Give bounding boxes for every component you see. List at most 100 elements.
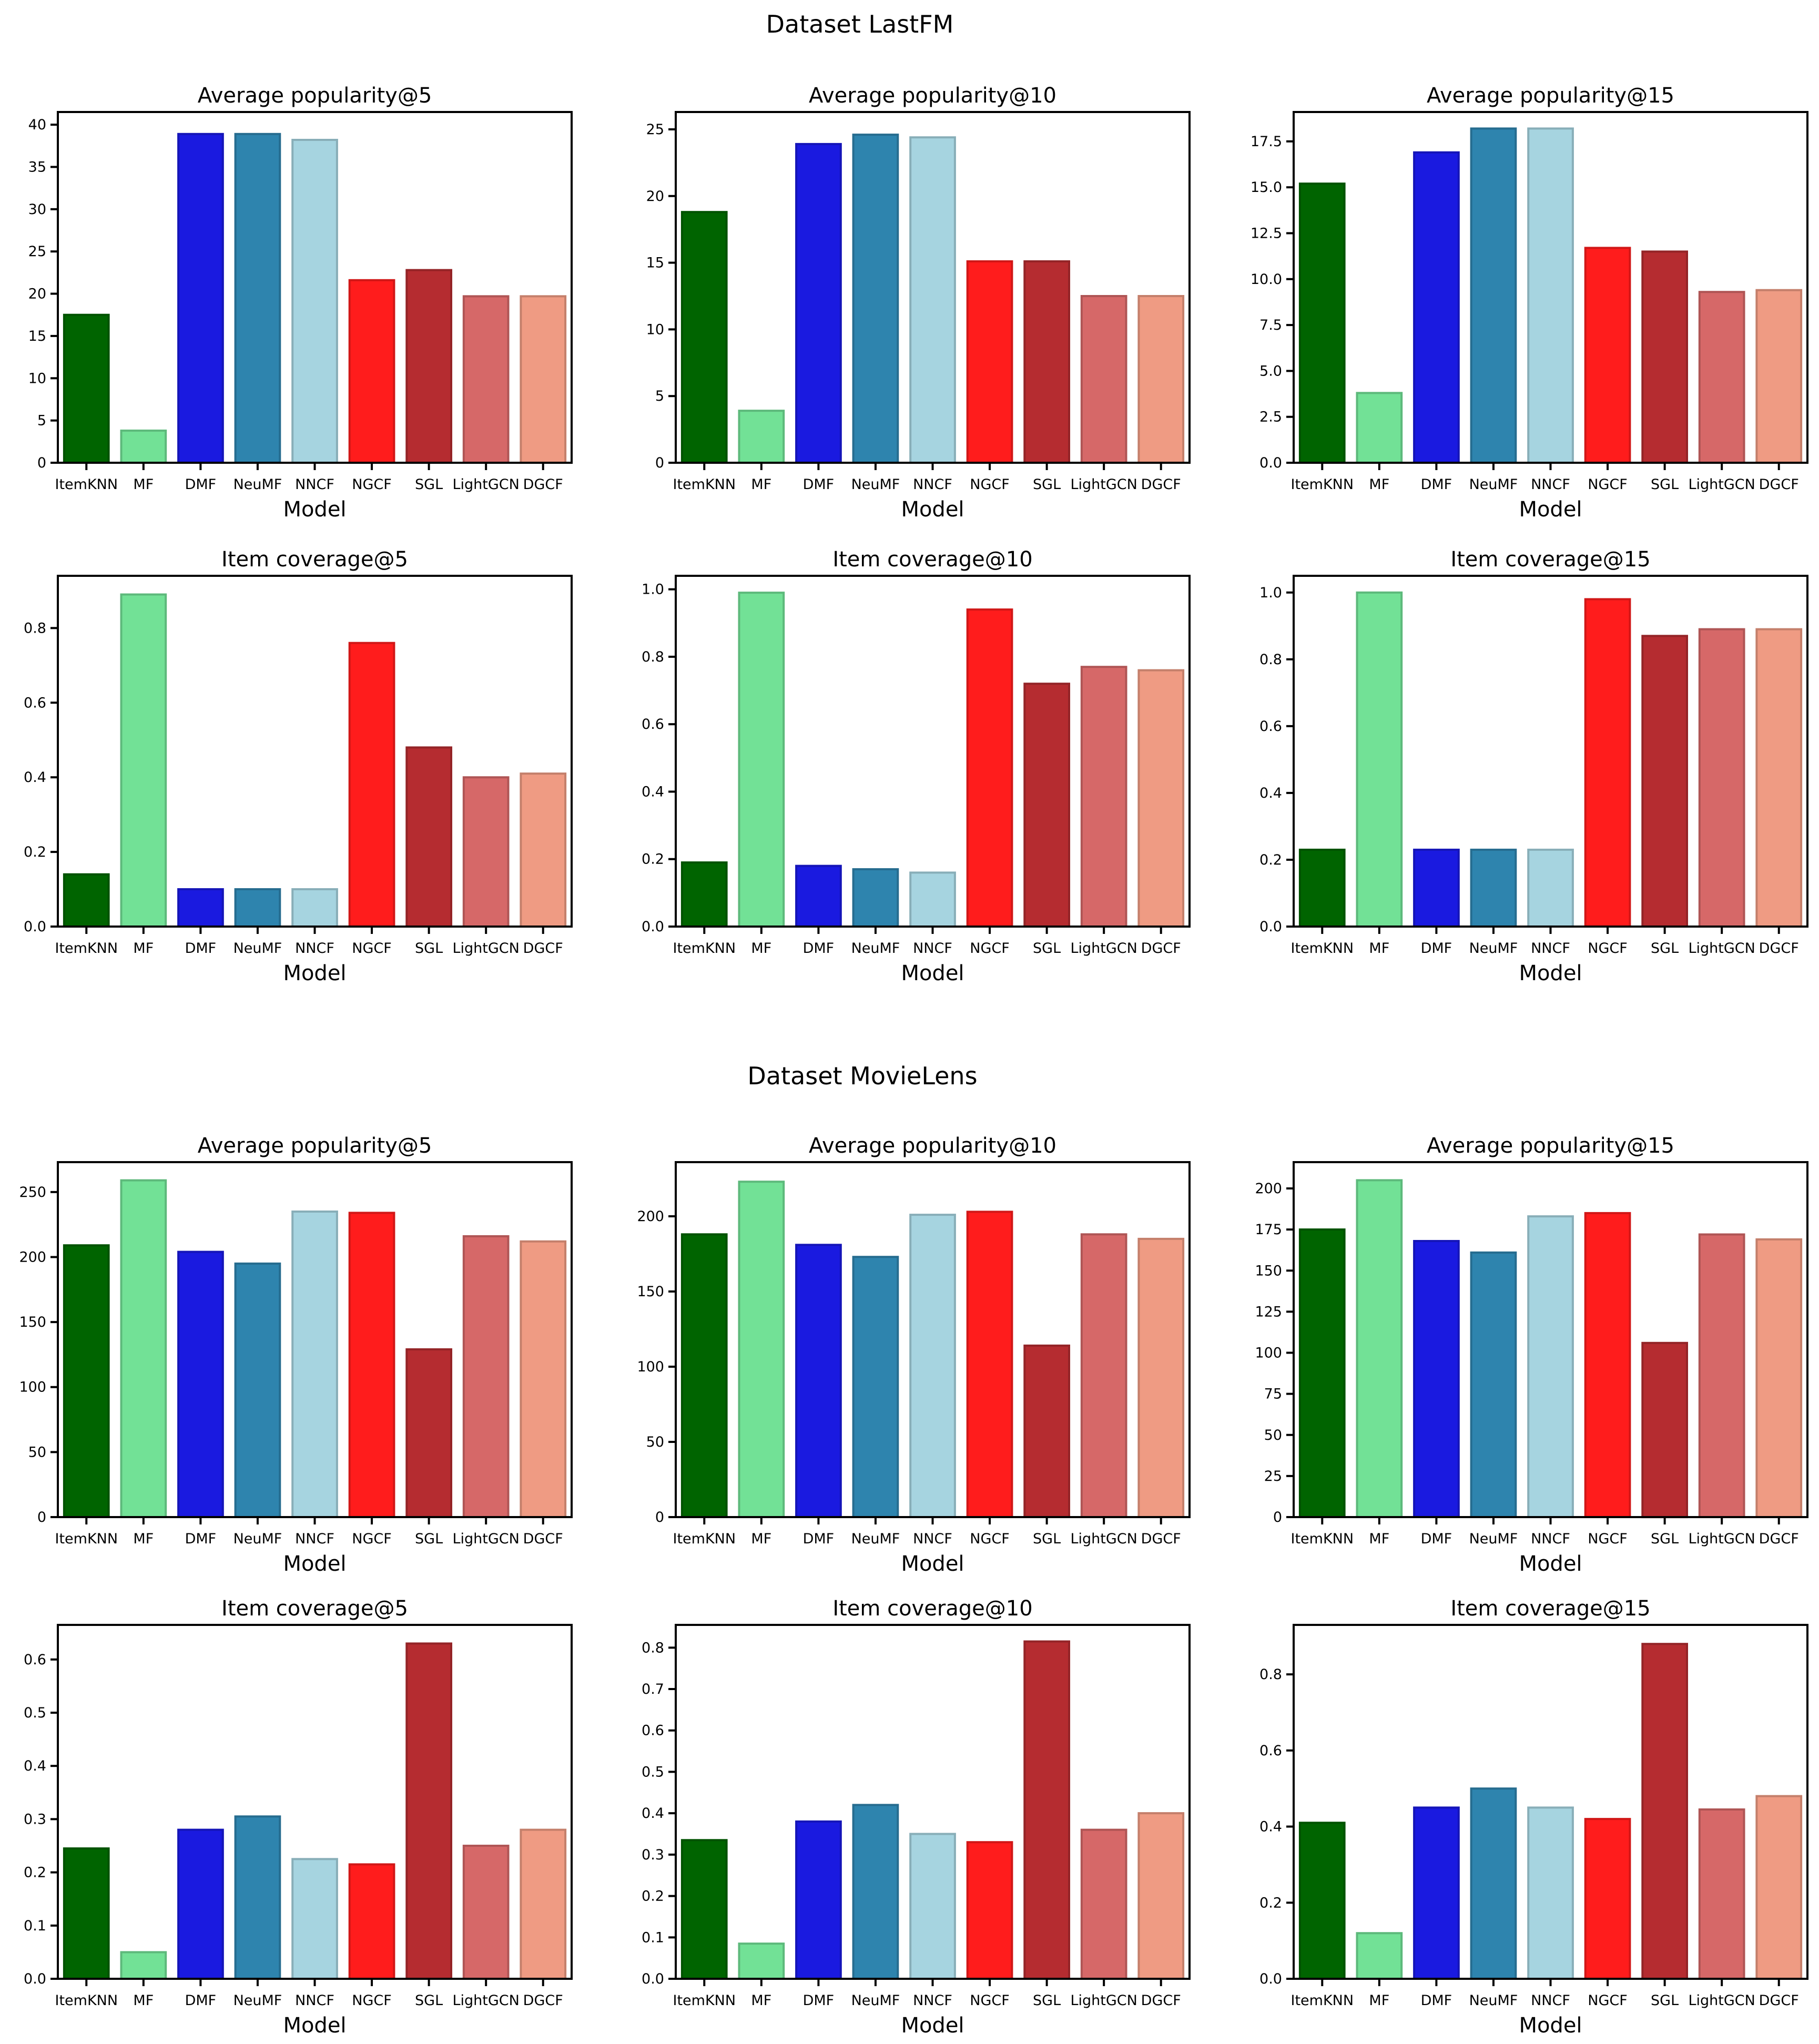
bar-mf (120, 1951, 167, 1980)
bar-lightgcn (1080, 295, 1127, 464)
bar-sgl (1641, 635, 1689, 928)
bar-dmf (177, 133, 224, 464)
x-axis-label: Model (901, 961, 964, 985)
x-tick-label-lightgcn: LightGCN (452, 476, 519, 493)
bar-neumf (852, 1256, 899, 1518)
bar-mf (1356, 1932, 1403, 1980)
x-axis-label: Model (283, 961, 346, 985)
x-tick-label-neumf: NeuMF (233, 476, 282, 493)
x-axis-label: Model (1519, 1552, 1582, 1576)
x-tick-label-mf: MF (1369, 940, 1389, 957)
y-tick-label: 0.1 (24, 1918, 46, 1934)
bar-mf (738, 410, 785, 464)
bar-neumf (1470, 1787, 1517, 1980)
x-tick-label-dmf: DMF (185, 1992, 217, 2009)
dataset-title-movielens: Dataset MovieLens (747, 1062, 977, 1090)
chart-dataset-lastfm-average-popularity-5: Average popularity@5 0 5 10 15 20 25 30 35 40 Item… (28, 84, 573, 522)
x-tick-label-dmf: DMF (1421, 1992, 1452, 2009)
bar-nncf (1527, 848, 1574, 928)
x-tick-label-dmf: DMF (185, 476, 217, 493)
bar-nncf (291, 1858, 338, 1980)
chart-dataset-lastfm-item-coverage-10: Item coverage@10 0.0 0.2 0.4 0.6 0.8 1.0 ItemKN… (642, 547, 1191, 985)
x-tick-label-mf: MF (133, 1992, 154, 2009)
y-tick-label: 0.8 (24, 620, 46, 636)
bar-mf (120, 1179, 167, 1519)
x-tick-label-dmf: DMF (185, 1531, 217, 1547)
bar-itemknn (63, 313, 110, 464)
y-tick-label: 17.5 (1251, 134, 1282, 150)
chart-dataset-movielens-item-coverage-5: Item coverage@5 0.0 0.1 0.2 0.3 0.4 0.5 0.6 Item… (24, 1596, 573, 2038)
y-tick-label: 0.0 (1259, 455, 1282, 471)
x-tick-label-nncf: NNCF (1531, 940, 1570, 957)
y-tick-label: 0 (1273, 1509, 1282, 1526)
bar-itemknn (1298, 1822, 1346, 1980)
x-tick-label-ngcf: NGCF (352, 1992, 392, 2009)
x-tick-label-neumf: NeuMF (233, 1531, 282, 1547)
chart-dataset-movielens-average-popularity-5: Average popularity@5 0 50 100 150 200 250 ItemK… (19, 1134, 573, 1576)
y-tick-label: 125 (1255, 1304, 1282, 1320)
x-tick-label-dgcf: DGCF (523, 476, 563, 493)
x-tick-label-ngcf: NGCF (352, 1531, 392, 1547)
bar-dmf (1413, 1806, 1460, 1980)
bar-ngcf (348, 1863, 395, 1980)
x-axis-label: Model (1519, 2014, 1582, 2038)
x-tick-label-mf: MF (133, 476, 154, 493)
y-tick-label: 12.5 (1251, 225, 1282, 241)
bar-itemknn (63, 1847, 110, 1980)
x-tick-label-itemknn: ItemKNN (1290, 1992, 1354, 2009)
y-tick-label: 0.6 (1259, 1743, 1282, 1759)
x-axis-label: Model (901, 2014, 964, 2038)
y-tick-label: 0.0 (1259, 1971, 1282, 1987)
bar-lightgcn (1080, 666, 1127, 928)
bar-dgcf (1755, 1238, 1803, 1518)
bar-mf (120, 429, 167, 464)
x-tick-label-nncf: NNCF (295, 940, 334, 957)
bar-dmf (1413, 1240, 1460, 1518)
chart-dataset-lastfm-average-popularity-10: Average popularity@10 0 5 10 15 20 25 ItemKNN MF… (646, 84, 1191, 522)
bar-itemknn (63, 1244, 110, 1518)
y-tick-label: 35 (28, 159, 46, 175)
y-tick-label: 0.4 (1259, 1819, 1282, 1835)
y-tick-label: 0.5 (24, 1705, 46, 1721)
x-tick-label-ngcf: NGCF (352, 476, 392, 493)
bar-dmf (1413, 151, 1460, 464)
bar-itemknn (680, 211, 728, 464)
x-tick-label-nncf: NNCF (295, 476, 334, 493)
x-tick-label-dmf: DMF (1421, 1531, 1452, 1547)
x-axis-label: Model (283, 1552, 346, 1576)
y-tick-label: 0.4 (642, 1805, 664, 1822)
bar-ngcf (966, 608, 1013, 928)
x-tick-label-lightgcn: LightGCN (1070, 940, 1137, 957)
y-tick-label: 0 (655, 1509, 664, 1526)
bar-sgl (1023, 260, 1071, 464)
y-tick-label: 50 (646, 1434, 664, 1450)
x-tick-label-sgl: SGL (1033, 940, 1061, 957)
x-tick-label-dgcf: DGCF (523, 1992, 563, 2009)
bar-nncf (909, 1833, 956, 1980)
x-tick-label-lightgcn: LightGCN (1688, 940, 1755, 957)
chart-dataset-movielens-average-popularity-15: Average popularity@15 0 25 50 75 100 125 150 175… (1255, 1134, 1808, 1576)
chart-title: Average popularity@15 (1427, 84, 1674, 108)
y-tick-label: 200 (1255, 1181, 1282, 1197)
bar-nncf (291, 139, 338, 464)
dataset-title-lastfm: Dataset LastFM (766, 10, 954, 38)
bar-itemknn (63, 873, 110, 928)
bar-dmf (795, 865, 842, 928)
x-tick-label-neumf: NeuMF (1469, 1992, 1518, 2009)
y-tick-label: 15 (28, 328, 46, 344)
x-tick-label-sgl: SGL (415, 940, 443, 957)
x-tick-label-neumf: NeuMF (233, 1992, 282, 2009)
bar-neumf (1470, 127, 1517, 464)
x-tick-label-nncf: NNCF (295, 1531, 334, 1547)
bar-lightgcn (1698, 1808, 1745, 1980)
y-tick-label: 25 (28, 243, 46, 260)
bar-sgl (1641, 1643, 1689, 1980)
bar-sgl (1023, 683, 1071, 928)
bar-neumf (852, 1804, 899, 1980)
x-tick-label-lightgcn: LightGCN (1688, 1992, 1755, 2009)
bar-lightgcn (462, 295, 510, 464)
x-tick-label-dmf: DMF (803, 940, 835, 957)
x-tick-label-dgcf: DGCF (1759, 476, 1799, 493)
x-tick-label-dmf: DMF (1421, 476, 1452, 493)
bar-mf (1356, 392, 1403, 464)
